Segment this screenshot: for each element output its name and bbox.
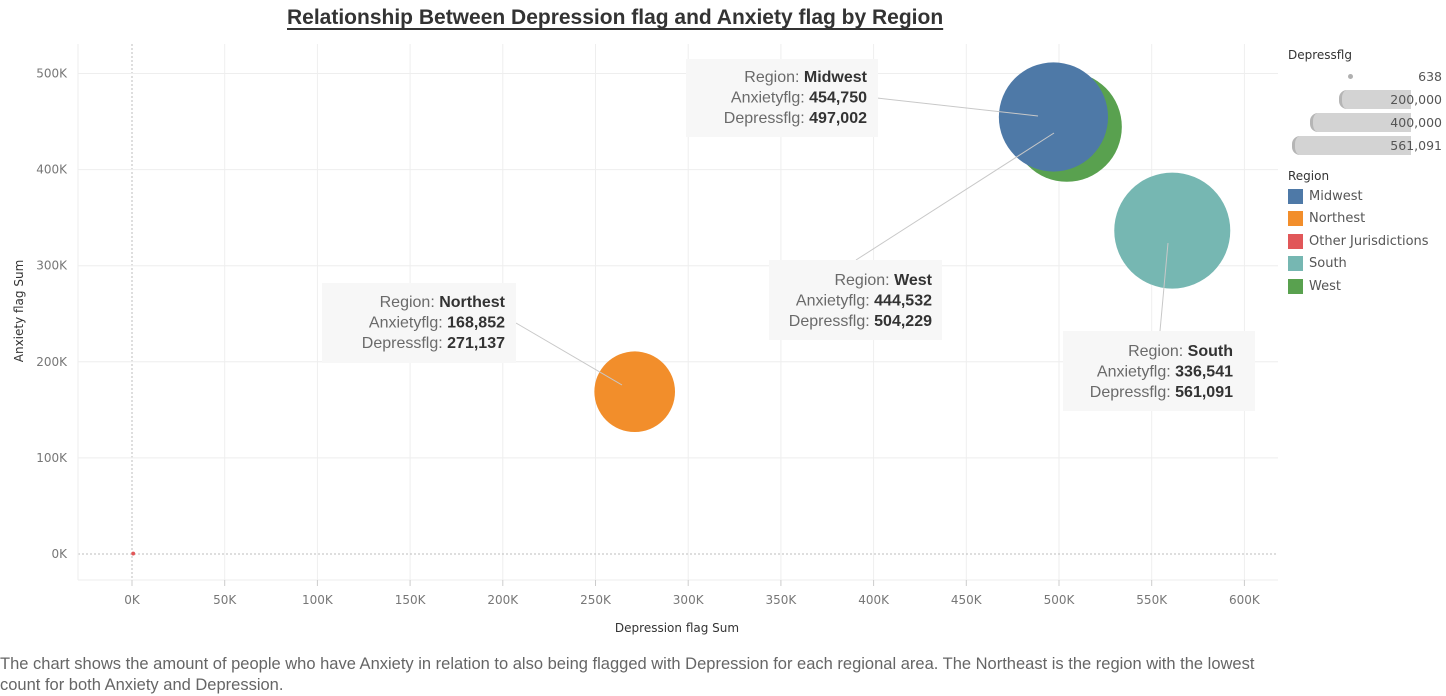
bubble-other-jurisdictions[interactable] — [131, 551, 136, 556]
x-tick-label: 550K — [1136, 593, 1168, 607]
size-legend-label: 400,000 — [1390, 115, 1442, 130]
legend-item-west[interactable]: West — [1288, 275, 1446, 298]
tooltip-line: Depressflg: 561,091 — [1090, 384, 1233, 401]
size-legend-title: Depressflg — [1288, 48, 1352, 62]
legend-item-south[interactable]: South — [1288, 253, 1446, 276]
tooltip-leader-line — [876, 97, 1039, 117]
x-tick-label: 50K — [213, 593, 237, 607]
legend-swatch — [1288, 278, 1303, 294]
bubble-midwest[interactable] — [998, 62, 1109, 172]
tooltip-west: Region: West Anxietyflg: 444,532 Depressfl… — [769, 132, 1055, 340]
tooltip-leader-line — [515, 322, 623, 386]
y-tick-label: 200K — [36, 355, 68, 369]
legend-item-midwest[interactable]: Midwest — [1288, 185, 1446, 208]
tooltip-line: Region: South — [1128, 343, 1233, 360]
bubble-northest[interactable] — [594, 351, 676, 433]
tooltip-line: Depressflg: 497,002 — [724, 110, 867, 127]
x-tick-label: 300K — [673, 593, 705, 607]
tooltip-line: Region: Northest — [380, 294, 506, 311]
legend-swatch — [1288, 211, 1303, 227]
y-tick-label: 0K — [51, 547, 68, 561]
size-legend-item: 638 — [1288, 65, 1446, 88]
x-tick-label: 450K — [951, 593, 983, 607]
color-legend: Midwest Northest Other Jurisdictions South W… — [1288, 185, 1446, 298]
size-legend-label: 561,091 — [1390, 138, 1442, 153]
scatter-plot: 0K 50K 100K 150K 200K 250K 300K 350K 400K 450K 500… — [12, 44, 1278, 635]
tooltip-south: Region: South Anxietyflg: 336,541 Depressf… — [1063, 242, 1255, 411]
y-tick-label: 500K — [36, 67, 68, 81]
legend-swatch — [1288, 233, 1303, 249]
tooltip-leader-line — [855, 132, 1055, 261]
y-tick-label: 100K — [36, 451, 68, 465]
size-legend-label: 200,000 — [1390, 92, 1442, 107]
x-tick-label: 0K — [124, 593, 141, 607]
x-tick-label: 600K — [1229, 593, 1261, 607]
legend-swatch — [1288, 188, 1303, 204]
tooltip-line: Region: Midwest — [744, 69, 867, 86]
size-legend-item: 400,000 — [1288, 111, 1446, 134]
tooltip-box — [322, 283, 516, 363]
size-legend-item: 200,000 — [1288, 88, 1446, 111]
tooltip-line: Region: West — [834, 272, 932, 289]
x-tick-label: 250K — [580, 593, 612, 607]
caption: The chart shows the amount of people who… — [0, 655, 1255, 694]
tooltip-box — [769, 260, 942, 340]
legend-label: Other Jurisdictions — [1309, 233, 1429, 249]
tooltip-box — [686, 59, 878, 137]
tooltip-line: Anxietyflg: 336,541 — [1097, 364, 1233, 381]
color-legend-title: Region — [1288, 169, 1330, 183]
x-axis-title: Depression flag Sum — [615, 621, 739, 635]
y-axis-title: Anxiety flag Sum — [12, 260, 26, 363]
tooltip-midwest: Region: Midwest Anxietyflg: 454,750 Depres… — [686, 59, 1039, 137]
tooltip-line: Anxietyflg: 168,852 — [369, 315, 505, 332]
legend-item-other-jurisdictions[interactable]: Other Jurisdictions — [1288, 230, 1446, 253]
size-legend-dot — [1348, 74, 1353, 79]
tooltip-northest: Region: Northest Anxietyflg: 168,852 Depre… — [322, 283, 623, 386]
x-tick-label: 350K — [766, 593, 798, 607]
x-tick-label: 200K — [487, 593, 519, 607]
legend-label: West — [1309, 278, 1341, 294]
legend-label: Northest — [1309, 211, 1366, 227]
x-tick-label: 500K — [1044, 593, 1076, 607]
legend-label: South — [1309, 256, 1347, 272]
size-legend-item: 561,091 — [1288, 134, 1446, 157]
legend-swatch — [1288, 256, 1303, 272]
tooltip-leader-line — [1159, 242, 1169, 332]
y-tick-label: 300K — [36, 259, 68, 273]
size-legend-label: 638 — [1418, 69, 1442, 84]
tooltip-box — [1063, 331, 1255, 411]
size-legend: 638 200,000 400,000 561,091 — [1288, 65, 1446, 157]
y-tick-label: 400K — [36, 163, 68, 177]
size-legend-bar — [1310, 113, 1411, 132]
legend: Depressflg 638 200,000 400,000 561,091 Regi… — [1288, 48, 1446, 298]
tooltip-line: Depressflg: 504,229 — [789, 313, 932, 330]
x-tick-label: 400K — [858, 593, 890, 607]
tooltip-line: Anxietyflg: 444,532 — [796, 293, 932, 310]
size-legend-bar — [1292, 136, 1411, 155]
x-tick-label: 150K — [395, 593, 427, 607]
chart-title: Relationship Between Depression flag and… — [287, 6, 944, 29]
legend-item-northest[interactable]: Northest — [1288, 208, 1446, 231]
bubble-south[interactable] — [1114, 172, 1231, 289]
legend-label: Midwest — [1309, 188, 1363, 204]
size-legend-bar — [1339, 90, 1411, 109]
tooltip-line: Depressflg: 271,137 — [362, 335, 505, 352]
x-tick-label: 100K — [302, 593, 334, 607]
tooltip-line: Anxietyflg: 454,750 — [731, 90, 867, 107]
